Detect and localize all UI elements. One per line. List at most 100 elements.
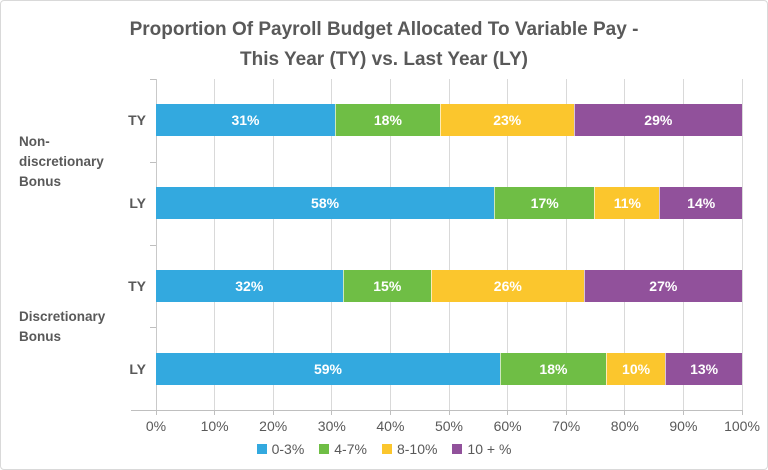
x-axis-tickmark	[272, 410, 274, 415]
bar-data-label: 18%	[373, 112, 402, 129]
legend: 0-3% 4-7% 8-10% 10 + %	[1, 441, 767, 457]
x-axis-tick-label: 70%	[552, 418, 581, 434]
group-axis-labels: Non- discretionary Bonus Discretionary Bo…	[19, 79, 141, 410]
bar-segment: 17%	[494, 187, 595, 220]
legend-swatch	[381, 444, 392, 454]
bar-segment: 23%	[439, 104, 574, 137]
gridline	[507, 79, 509, 410]
bar-segment: 32%	[156, 269, 343, 302]
chart-title-line-1: Proportion Of Payroll Budget Allocated T…	[129, 19, 639, 40]
x-axis-tickmark	[624, 410, 626, 415]
bar-segment: 58%	[156, 187, 495, 220]
x-axis-tick-label: 20%	[259, 418, 288, 434]
gridline	[624, 79, 626, 410]
bar-data-label: 58%	[311, 195, 340, 212]
bar-data-label: 14%	[687, 195, 716, 212]
bar-segment: 14%	[659, 187, 742, 220]
x-axis-tick-label: 40%	[376, 418, 405, 434]
bar-segment: 29%	[573, 104, 742, 137]
bar-data-label: 13%	[690, 360, 719, 377]
x-axis-tick-label: 60%	[493, 418, 522, 434]
category-axis-tickmark	[150, 79, 156, 80]
bar-segment: 18%	[499, 352, 606, 385]
category-axis-tickmark	[150, 327, 156, 329]
x-axis-tick-labels: 0% 10% 20% 30% 40% 50% 60% 70% 80% 90% 100%	[146, 418, 760, 434]
legend-swatch	[256, 444, 267, 454]
gridline	[272, 79, 274, 410]
bar-segment: 31%	[156, 104, 335, 137]
legend-item: 10 + %	[452, 441, 511, 457]
bar-segment: 10%	[605, 352, 666, 385]
x-axis-tick-label: 30%	[317, 418, 346, 434]
bar-data-label: 59%	[313, 360, 342, 377]
legend-label: 0-3%	[271, 441, 305, 457]
x-axis-tickmark	[507, 410, 509, 415]
gridline	[155, 79, 157, 410]
bar-data-label: 10%	[622, 360, 651, 377]
gridline	[741, 79, 743, 410]
bar-data-label: 23%	[493, 112, 522, 129]
bar-segment: 15%	[342, 269, 432, 302]
x-axis-tickmark	[448, 410, 450, 415]
x-axis-tickmark	[565, 410, 567, 415]
x-axis-tick-label: 0%	[145, 418, 167, 434]
gridline	[682, 79, 684, 410]
bar-segment: 13%	[665, 352, 742, 385]
bar-data-label: 11%	[613, 195, 641, 212]
bar-data-label: 15%	[373, 277, 402, 294]
bar-data-label: 17%	[530, 195, 559, 212]
x-axis-tick-label: 100%	[724, 418, 760, 434]
legend-swatch	[319, 444, 330, 454]
category-axis-labels: TY LY TY LY	[1, 79, 146, 410]
x-axis-tickmark	[741, 410, 743, 415]
gridline	[448, 79, 450, 410]
legend-item: 4-7%	[319, 441, 367, 457]
group-label: Discretionary Bonus	[19, 309, 106, 345]
x-axis-tick-label: 10%	[200, 418, 229, 434]
x-axis-tickmark	[155, 410, 157, 415]
category-label: LY	[129, 360, 146, 377]
legend-label: 10 + %	[467, 441, 512, 457]
bar-segment: 27%	[583, 269, 742, 302]
chart-title: Proportion Of Payroll Budget Allocated T…	[1, 15, 767, 75]
x-axis-tick-label: 50%	[434, 418, 464, 434]
x-axis-tickmark	[331, 410, 333, 415]
category-label: TY	[128, 277, 146, 294]
gridline	[389, 79, 391, 410]
legend-label: 8-10%	[396, 441, 438, 457]
category-axis-tickmark	[150, 244, 156, 246]
legend-item: 0-3%	[256, 441, 305, 457]
group-label: Non- discretionary Bonus	[19, 133, 104, 189]
bar-segment: 59%	[156, 352, 500, 385]
bar-data-label: 29%	[644, 112, 673, 129]
gridline	[565, 79, 567, 410]
gridline	[331, 79, 333, 410]
legend-label: 4-7%	[334, 441, 367, 457]
x-axis-tickmark	[214, 410, 216, 415]
bar-row: 58% 17% 11% 14%	[156, 187, 742, 220]
bar-data-label: 32%	[235, 277, 264, 294]
legend-swatch	[452, 444, 463, 454]
legend-item: 8-10%	[381, 441, 438, 457]
bar-row: 31% 18% 23% 29%	[156, 104, 742, 137]
category-label: LY	[129, 195, 146, 212]
bar-row: 59% 18% 10% 13%	[156, 352, 742, 385]
bar-segment: 18%	[334, 104, 440, 137]
x-axis-tick-label: 80%	[610, 418, 639, 434]
category-axis-tickmark	[150, 161, 156, 163]
category-label: TY	[128, 112, 146, 129]
x-axis-tickmark	[389, 410, 391, 415]
plot-area: 31% 18% 23% 29% 58% 17% 11% 14% 32% 15% 26% 27% 59% 1…	[155, 79, 743, 410]
chart-title-line-2: This Year (TY) vs. Last Year (LY)	[240, 49, 528, 70]
bar-row: 32% 15% 26% 27%	[156, 269, 742, 302]
bar-data-label: 31%	[231, 112, 260, 129]
bar-data-label: 26%	[493, 277, 522, 294]
x-axis-line	[131, 410, 742, 411]
x-axis-tick-label: 90%	[669, 418, 698, 434]
x-axis-tickmark	[682, 410, 684, 415]
gridline	[214, 79, 216, 410]
bar-data-label: 18%	[539, 360, 568, 377]
bar-segment: 11%	[594, 187, 660, 220]
bar-segment: 26%	[431, 269, 584, 302]
